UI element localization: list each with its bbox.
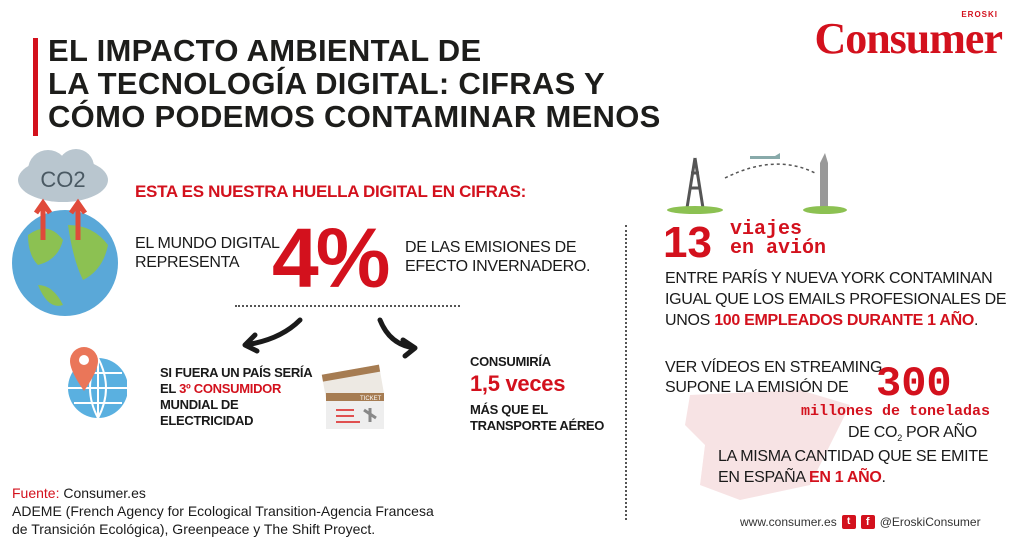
transport-value: 1,5 veces (470, 371, 566, 396)
title-line: CÓMO PODEMOS CONTAMINAR MENOS (48, 99, 661, 134)
same-amount-text: LA MISMA CANTIDAD QUE SE EMITE EN ESPAÑA… (718, 446, 988, 488)
text: EL MUNDO DIGITAL (135, 235, 280, 252)
footer-url[interactable]: www.consumer.es (740, 515, 837, 529)
streaming-unit: millones de toneladas (801, 403, 991, 420)
stat1-pre: EL MUNDO DIGITAL REPRESENTA (135, 234, 280, 272)
co2-per-year: DE CO2 POR AÑO (848, 423, 977, 448)
footer-handle[interactable]: @EroskiConsumer (879, 515, 981, 529)
text: UNOS (665, 312, 715, 329)
streaming-value: 300 (876, 360, 952, 408)
text: 2 (897, 433, 902, 444)
text: IGUAL QUE LOS EMAILS PROFESIONALES DE (665, 291, 1007, 308)
stat1-post: DE LAS EMISIONES DE EFECTO INVERNADERO. (405, 238, 590, 276)
facebook-icon[interactable]: f (860, 515, 875, 529)
text: EL (160, 381, 180, 396)
text: de Transición Ecológica), Greenpeace y T… (12, 521, 376, 537)
stat1-value: 4% (272, 211, 390, 305)
logo-eroski: EROSKI (961, 10, 998, 19)
text: TRANSPORTE AÉREO (470, 418, 605, 433)
flights-value: 13 (663, 218, 712, 267)
text: Consumer.es (59, 485, 146, 501)
text: . (881, 469, 886, 486)
text: EN ESPAÑA (718, 469, 809, 486)
consumer-logo: EROSKI Consumer (814, 10, 1003, 63)
co2-earth-icon: CO2 (12, 149, 118, 316)
text: ENTRE PARÍS Y NUEVA YORK CONTAMINAN (665, 270, 993, 287)
text: . (974, 312, 979, 329)
text: viajes (730, 218, 803, 241)
text: SUPONE LA EMISIÓN DE (665, 379, 849, 396)
source: Fuente: Consumer.es ADEME (French Agency… (12, 484, 434, 538)
text: ELECTRICIDAD (160, 413, 254, 428)
vertical-divider (625, 225, 627, 520)
arrows-icon (242, 317, 418, 359)
footer: www.consumer.es t f @EroskiConsumer (740, 515, 981, 529)
text: MÁS QUE EL (470, 402, 548, 417)
logo-consumer: Consumer (814, 14, 1003, 63)
text: DE LAS EMISIONES DE (405, 239, 577, 256)
text: VER VÍDEOS EN STREAMING (665, 359, 883, 376)
text: LA MISMA CANTIDAD QUE SE EMITE (718, 448, 989, 465)
highlight: EN 1 AÑO (808, 469, 882, 486)
flights-unit: viajes en avión (730, 218, 827, 260)
flights-text: ENTRE PARÍS Y NUEVA YORK CONTAMINAN IGUA… (665, 268, 1007, 331)
country-text: SI FUERA UN PAÍS SERÍA EL 3º CONSUMIDOR … (160, 365, 313, 429)
paris-newyork-icon (667, 153, 847, 214)
headline: ESTA ES NUESTRA HUELLA DIGITAL EN CIFRAS… (135, 182, 526, 201)
text: ADEME (French Agency for Ecological Tran… (12, 503, 434, 519)
title-line: LA TECNOLOGÍA DIGITAL: CIFRAS Y (48, 66, 605, 101)
text: EFECTO INVERNADERO. (405, 258, 591, 275)
text: MUNDIAL DE (160, 397, 239, 412)
streaming-text: VER VÍDEOS EN STREAMING SUPONE LA EMISIÓ… (665, 358, 882, 398)
twitter-icon[interactable]: t (841, 515, 856, 529)
source-label: Fuente: (12, 485, 60, 501)
transport-text: CONSUMIRÍA 1,5 veces MÁS QUE EL TRANSPOR… (470, 354, 604, 434)
title-line: EL IMPACTO AMBIENTAL DE (48, 33, 482, 68)
title-accent-bar (33, 38, 38, 136)
text: SI FUERA UN PAÍS SERÍA (160, 365, 313, 380)
ticket-label: TICKET (360, 396, 382, 402)
text: POR AÑO (901, 424, 977, 441)
ticket-icon: TICKET (321, 364, 385, 429)
rank-highlight: 3º CONSUMIDOR (179, 381, 282, 396)
text: REPRESENTA (135, 254, 240, 271)
divider (235, 305, 460, 307)
text: en avión (730, 237, 827, 260)
page-title: EL IMPACTO AMBIENTAL DE LA TECNOLOGÍA DI… (48, 34, 661, 133)
highlight: 100 EMPLEADOS DURANTE 1 AÑO (714, 312, 974, 329)
co2-label: CO2 (40, 167, 85, 192)
globe-pin-icon (68, 347, 127, 419)
text: DE CO (848, 424, 898, 441)
text: CONSUMIRÍA (470, 354, 551, 369)
spain-map-icon (685, 390, 850, 500)
